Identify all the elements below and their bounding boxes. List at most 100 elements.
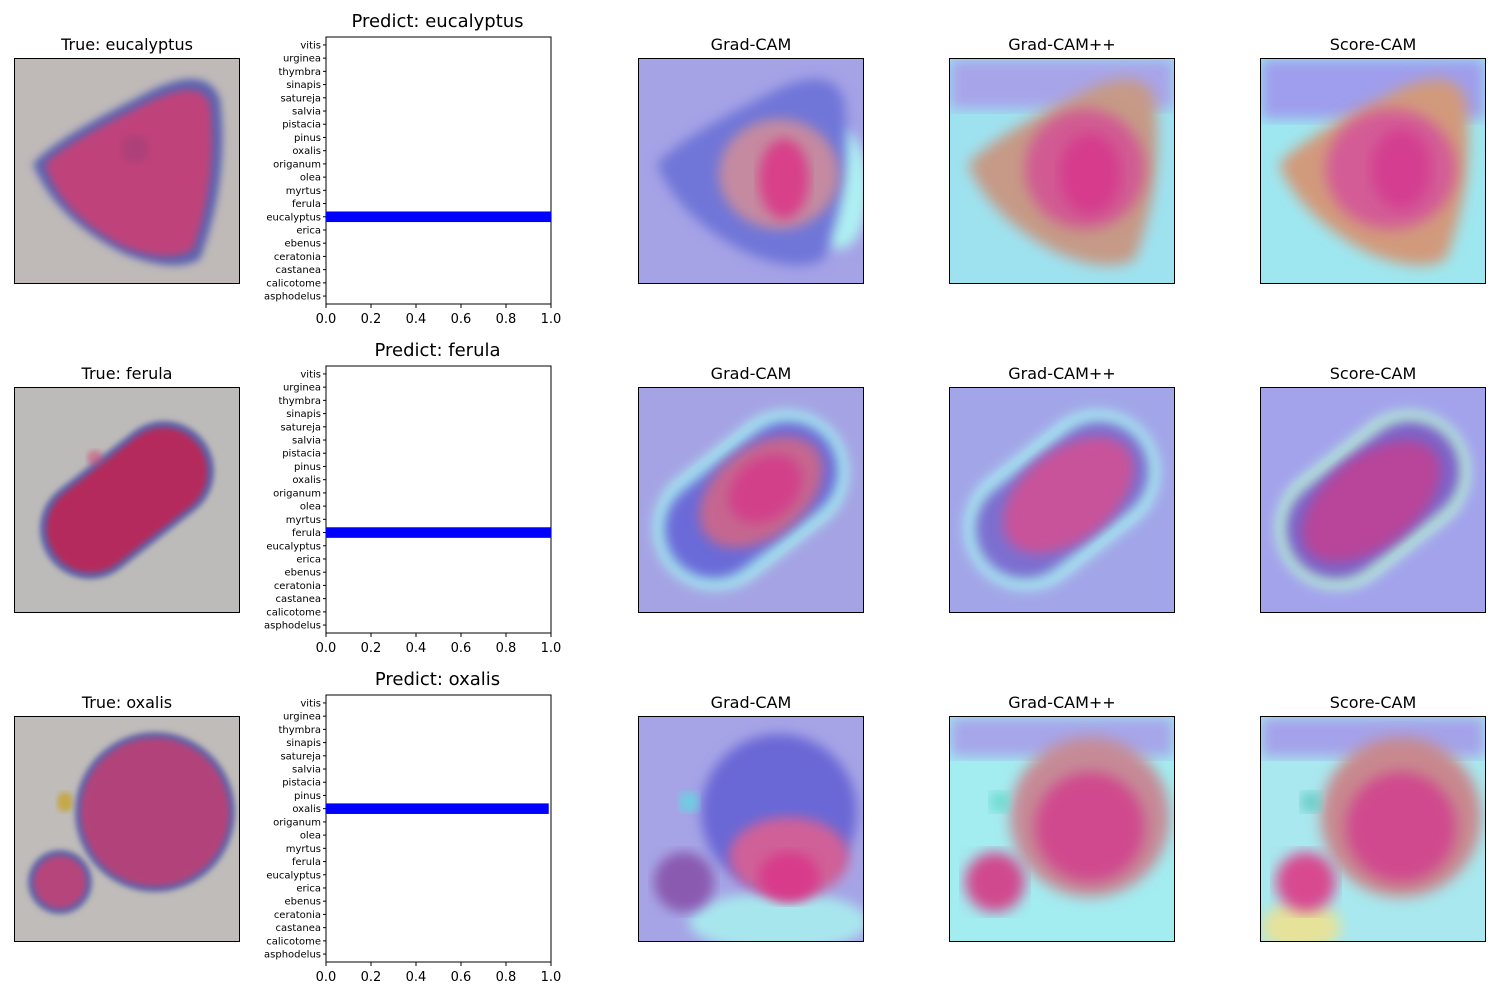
y-tick-label: thymbra: [278, 725, 321, 736]
y-tick-label: olea: [300, 831, 321, 842]
y-tick-label: ceratonia: [274, 581, 321, 592]
y-tick-label: origanum: [273, 159, 321, 170]
y-tick-label: calicotome: [266, 607, 321, 618]
scorecam-title: Score-CAM: [1329, 693, 1417, 712]
x-tick-label: 0.0: [316, 641, 337, 656]
y-tick-label: origanum: [273, 488, 321, 499]
gradcam-plus-plus-title: Grad-CAM++: [1008, 693, 1116, 712]
y-tick-label: ebenus: [284, 239, 321, 250]
y-tick-label: pistacia: [282, 120, 321, 131]
y-tick-label: origanum: [273, 817, 321, 828]
y-tick-label: erica: [296, 225, 321, 236]
y-tick-label: eucalyptus: [266, 870, 321, 881]
y-tick-label: pistacia: [282, 778, 321, 789]
y-tick-label: salvia: [292, 436, 321, 447]
gradcam-plus-plus-heatmap: [949, 716, 1175, 942]
gradcam-heatmap: [638, 58, 864, 284]
scorecam-heatmap: [1260, 387, 1486, 613]
gradcam-heatmap: [638, 387, 864, 613]
gradcam-title: Grad-CAM: [710, 364, 792, 383]
y-tick-label: calicotome: [266, 936, 321, 947]
x-tick-label: 0.0: [316, 312, 337, 327]
y-tick-label: vitis: [300, 698, 321, 709]
gradcam-plus-plus-heatmap: [949, 58, 1175, 284]
y-tick-label: vitis: [300, 40, 321, 51]
y-tick-label: asphodelus: [264, 621, 321, 632]
y-tick-label: thymbra: [278, 396, 321, 407]
y-tick-label: asphodelus: [264, 292, 321, 303]
y-tick-label: ferula: [292, 528, 321, 539]
scorecam-heatmap: [1260, 58, 1486, 284]
result-row-1: True: ferula Predict: ferula asphodelus c…: [0, 329, 1500, 658]
y-tick-label: sinapis: [286, 409, 321, 420]
scorecam-title: Score-CAM: [1329, 364, 1417, 383]
y-tick-label: castanea: [275, 594, 321, 605]
y-tick-label: satureja: [280, 422, 321, 433]
y-tick-label: satureja: [280, 93, 321, 104]
x-tick-label: 0.6: [451, 970, 472, 985]
y-tick-label: erica: [296, 883, 321, 894]
result-row-2: True: oxalis Predict: oxalis asphodelus c…: [0, 658, 1500, 987]
gradcam-title: Grad-CAM: [710, 693, 792, 712]
y-tick-label: vitis: [300, 369, 321, 380]
y-tick-label: olea: [300, 502, 321, 513]
x-tick-label: 0.2: [361, 312, 382, 327]
y-tick-label: urginea: [283, 712, 321, 723]
probability-bar: [326, 803, 549, 814]
gradcam-plus-plus-heatmap: [949, 387, 1175, 613]
y-tick-label: salvia: [292, 765, 321, 776]
y-tick-label: calicotome: [266, 278, 321, 289]
plot-frame: [325, 36, 552, 305]
true-label-title: True: oxalis: [81, 693, 173, 712]
x-tick-label: 0.2: [361, 970, 382, 985]
y-tick-label: myrtus: [286, 844, 321, 855]
y-tick-label: ferula: [292, 857, 321, 868]
y-tick-label: salvia: [292, 107, 321, 118]
y-tick-label: oxalis: [292, 146, 321, 157]
y-tick-label: pinus: [294, 462, 321, 473]
y-tick-label: pinus: [294, 791, 321, 802]
x-tick-label: 0.0: [316, 970, 337, 985]
x-tick-label: 1.0: [541, 312, 562, 327]
x-tick-label: 0.8: [496, 970, 517, 985]
prediction-bar-chart: asphodelus calicotome castanea ceratonia ebe…: [264, 365, 561, 656]
y-tick-label: ceratonia: [274, 252, 321, 263]
scorecam-title: Score-CAM: [1329, 35, 1417, 54]
y-tick-label: satureja: [280, 751, 321, 762]
y-tick-label: myrtus: [286, 515, 321, 526]
x-tick-label: 0.2: [361, 641, 382, 656]
plot-frame: [325, 365, 552, 634]
result-row-0: True: eucalyptus Predict: eucalyptus asp…: [0, 0, 1500, 329]
y-tick-label: oxalis: [292, 804, 321, 815]
y-tick-label: sinapis: [286, 738, 321, 749]
pollen-image: [14, 716, 240, 942]
x-tick-label: 0.6: [451, 312, 472, 327]
y-tick-label: pinus: [294, 133, 321, 144]
x-tick-label: 0.8: [496, 641, 517, 656]
probability-bar: [326, 211, 551, 223]
prediction-chart-title: Predict: ferula: [374, 340, 501, 361]
y-tick-label: thymbra: [278, 67, 321, 78]
prediction-chart-title: Predict: eucalyptus: [351, 11, 524, 32]
gradcam-plus-plus-title: Grad-CAM++: [1008, 35, 1116, 54]
true-label-title: True: eucalyptus: [61, 35, 193, 54]
y-tick-label: myrtus: [286, 186, 321, 197]
y-tick-label: eucalyptus: [266, 212, 321, 223]
y-tick-label: erica: [296, 554, 321, 565]
gradcam-title: Grad-CAM: [710, 35, 792, 54]
x-tick-label: 0.4: [406, 641, 427, 656]
x-tick-label: 0.4: [406, 970, 427, 985]
x-tick-label: 0.8: [496, 312, 517, 327]
y-tick-label: ceratonia: [274, 910, 321, 921]
true-label-title: True: ferula: [81, 364, 173, 383]
pollen-image: [14, 58, 240, 284]
y-tick-label: oxalis: [292, 475, 321, 486]
plot-frame: [325, 694, 552, 963]
y-tick-label: sinapis: [286, 80, 321, 91]
gradcam-plus-plus-title: Grad-CAM++: [1008, 364, 1116, 383]
x-tick-label: 0.6: [451, 641, 472, 656]
prediction-chart-title: Predict: oxalis: [374, 669, 501, 690]
x-tick-label: 1.0: [541, 970, 562, 985]
y-tick-label: urginea: [283, 54, 321, 65]
y-tick-label: pistacia: [282, 449, 321, 460]
